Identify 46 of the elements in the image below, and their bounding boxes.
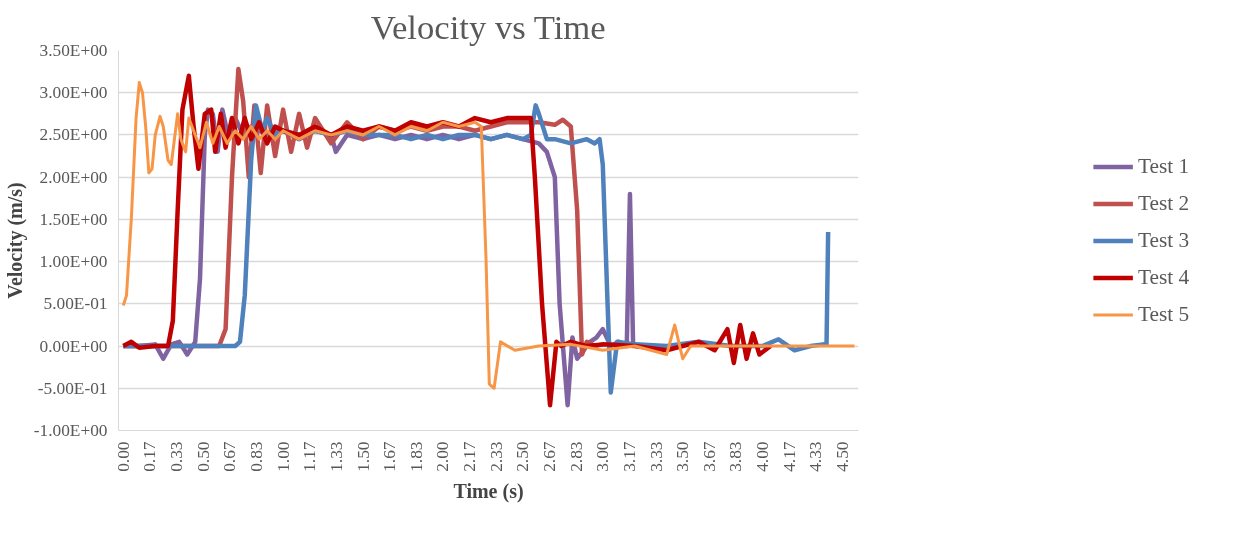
x-tick-label: 0.67 [220,441,240,472]
x-tick-label: 1.17 [300,441,320,472]
x-tick-label: 1.67 [380,441,400,472]
x-tick-label: 2.50 [513,441,533,472]
x-tick-label: 1.83 [406,441,426,472]
y-tick-label: 1.00E+00 [39,252,108,272]
x-tick-label: 0.83 [246,441,266,472]
x-tick-label: 3.83 [726,441,746,472]
legend-label: Test 4 [1137,264,1190,290]
x-tick-label: 3.17 [619,441,639,472]
y-tick-label: 1.50E+00 [39,209,108,229]
x-tick-label: 2.83 [566,441,586,472]
chart-title: Velocity vs Time [370,7,606,46]
x-tick-label: 3.50 [673,441,693,472]
x-tick-label: 0.50 [193,441,213,472]
legend-label: Test 3 [1137,227,1190,253]
x-tick-label: 0.33 [167,441,187,472]
legend-label: Test 1 [1137,153,1190,179]
x-tick-label: 2.33 [486,441,506,472]
x-tick-label: 3.67 [699,441,719,472]
x-tick-label: 2.67 [540,441,560,472]
y-axis-title: Velocity (m/s) [3,182,27,299]
y-tick-label: -5.00E-01 [37,378,108,398]
x-tick-label: 1.50 [353,441,373,472]
x-tick-label: 4.33 [806,441,826,472]
y-tick-label: 0.00E+00 [39,336,108,356]
legend-label: Test 5 [1137,301,1190,327]
legend-label: Test 2 [1137,190,1190,216]
x-tick-label: 0.00 [113,441,133,472]
y-tick-label: 2.50E+00 [39,125,108,145]
x-tick-label: 1.00 [273,441,293,472]
x-tick-label: 1.33 [326,441,346,472]
x-tick-label: 2.00 [433,441,453,472]
x-tick-label: 2.17 [460,441,480,472]
y-tick-label: 2.00E+00 [39,167,108,187]
x-tick-label: 4.00 [753,441,773,472]
y-tick-label: 5.00E-01 [43,294,108,314]
x-tick-label: 3.00 [593,441,613,472]
y-tick-label: 3.00E+00 [39,83,108,103]
x-tick-label: 4.50 [833,441,853,472]
y-tick-label: 3.50E+00 [39,41,108,60]
x-tick-label: 4.17 [779,441,799,472]
x-axis-title: Time (s) [453,479,524,503]
y-tick-label: -1.00E+00 [33,421,108,440]
x-tick-label: 0.17 [140,441,160,472]
x-tick-label: 3.33 [646,441,666,472]
